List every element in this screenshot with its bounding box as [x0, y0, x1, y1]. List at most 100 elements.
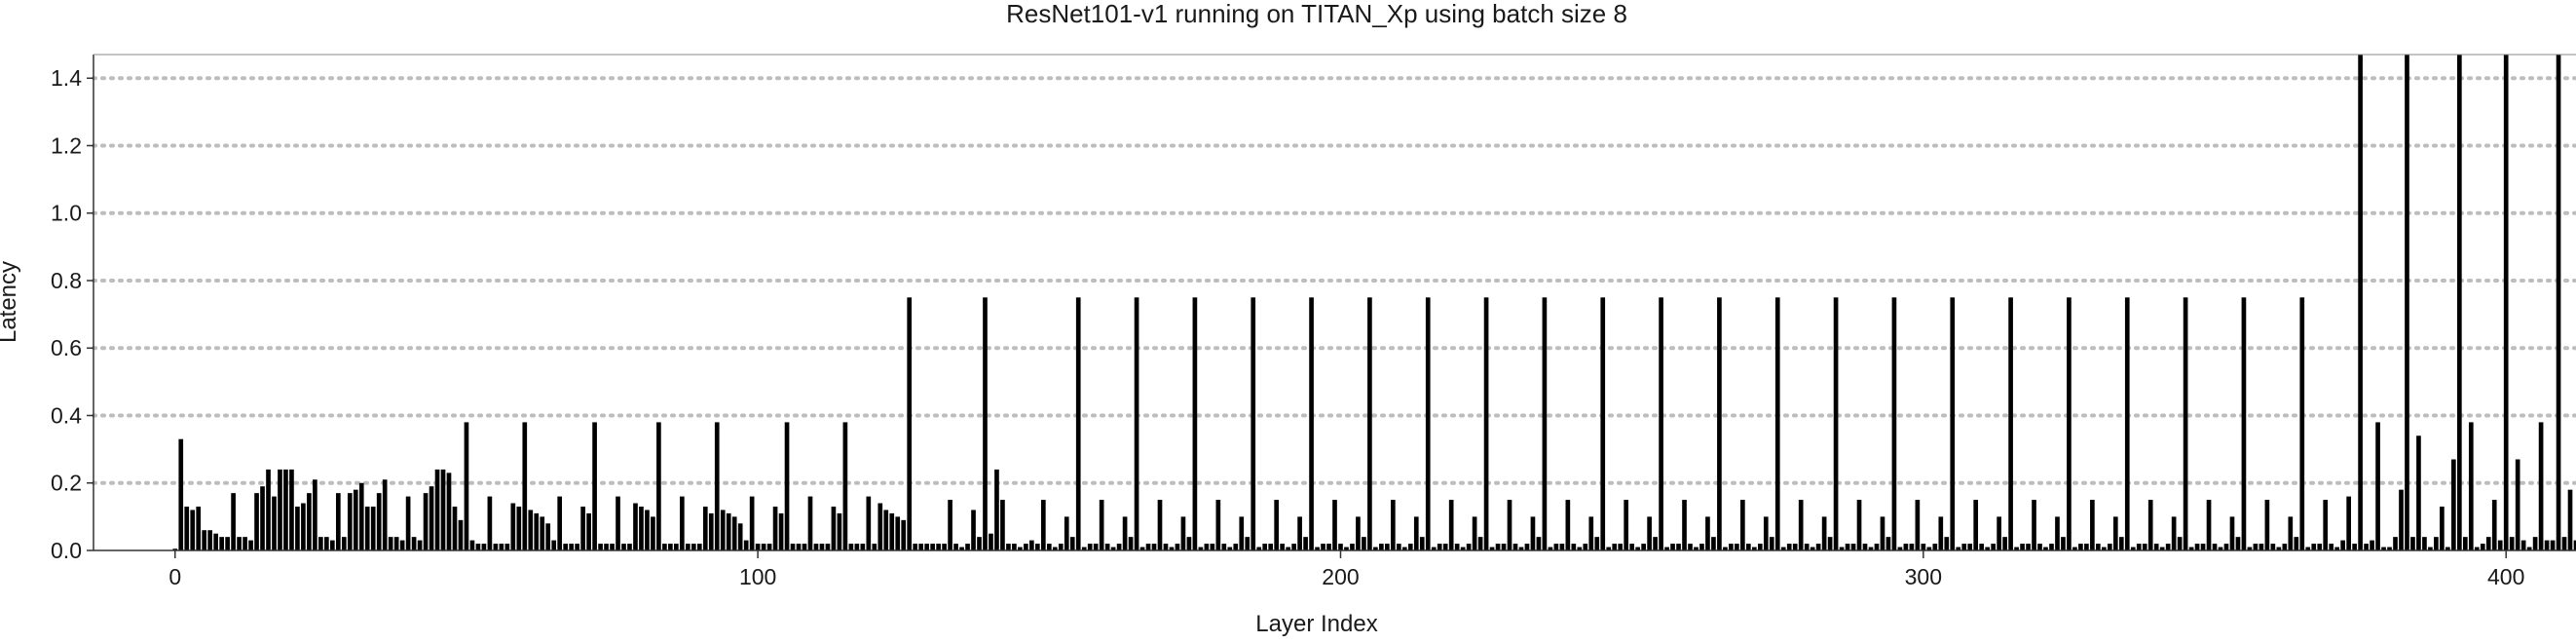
bar — [1979, 544, 1985, 550]
y-tick-label: 1.2 — [51, 132, 82, 158]
bar — [2165, 544, 2171, 550]
bar — [2340, 540, 2345, 550]
y-axis-label: Latency — [0, 261, 21, 343]
bar — [971, 510, 976, 550]
bar — [1909, 544, 1915, 550]
bar — [2002, 537, 2007, 550]
bar — [2550, 540, 2556, 550]
bar — [388, 537, 393, 550]
bar — [1356, 516, 1361, 550]
bar — [651, 516, 655, 550]
bar — [1210, 544, 1215, 550]
bar — [918, 544, 923, 550]
bar — [1139, 547, 1145, 550]
bar — [2440, 506, 2445, 550]
bar — [1885, 537, 1891, 550]
bar — [446, 473, 452, 550]
bar — [248, 540, 253, 550]
bar — [2497, 540, 2503, 550]
bar — [1483, 297, 1489, 550]
bar — [1967, 544, 1973, 550]
bar — [586, 512, 591, 550]
bar — [557, 496, 563, 550]
bar — [1437, 544, 1442, 550]
bar — [2061, 537, 2066, 550]
bar — [1134, 297, 1139, 550]
bar — [685, 544, 691, 550]
bar — [2346, 496, 2351, 550]
bar — [364, 506, 370, 550]
bar — [1542, 297, 1548, 550]
bar — [2410, 537, 2415, 550]
bar — [1821, 516, 1827, 550]
bar — [1897, 547, 1903, 550]
bar — [1280, 544, 1285, 550]
bar — [1413, 516, 1419, 550]
bar — [1659, 297, 1663, 550]
bar — [510, 503, 516, 550]
bar — [2445, 547, 2450, 550]
bar — [417, 540, 423, 550]
bar — [1344, 547, 1349, 550]
y-tick-label: 1.4 — [51, 65, 82, 91]
bar — [2188, 547, 2194, 550]
bar — [819, 544, 825, 550]
bar — [1425, 297, 1431, 550]
bar — [983, 297, 988, 550]
bar — [1192, 297, 1198, 550]
bar — [2434, 537, 2439, 550]
bar — [2480, 544, 2485, 550]
bar — [1501, 544, 1507, 550]
bar — [708, 512, 714, 550]
bar — [2049, 544, 2054, 550]
bar — [429, 486, 434, 550]
bar — [2212, 544, 2218, 550]
bar — [1256, 547, 1262, 550]
bar — [936, 544, 941, 550]
chart-title: ResNet101-v1 running on TITAN_Xp using b… — [1006, 0, 1627, 28]
bar — [534, 512, 540, 550]
bar — [1723, 547, 1728, 550]
bar — [2503, 55, 2509, 550]
bar — [1705, 516, 1710, 550]
bar — [1997, 516, 2001, 550]
bar — [376, 493, 382, 550]
bar — [2107, 544, 2112, 550]
bar — [1040, 500, 1046, 550]
bar — [1553, 544, 1559, 550]
bar — [1751, 547, 1757, 550]
bar — [1559, 544, 1565, 550]
bar — [1297, 516, 1302, 550]
bar — [802, 544, 807, 550]
bar — [731, 516, 737, 550]
bar — [1612, 544, 1618, 550]
bar — [2090, 500, 2095, 550]
bar — [616, 496, 620, 550]
bar — [1588, 516, 1594, 550]
bar — [907, 297, 913, 550]
bar — [1891, 297, 1897, 550]
bar — [353, 489, 358, 550]
bar — [2358, 55, 2363, 550]
bar — [1052, 547, 1058, 550]
bar — [1128, 537, 1134, 550]
bar — [1717, 297, 1722, 550]
bar — [1780, 547, 1786, 550]
bar — [1035, 544, 1040, 550]
bar — [953, 544, 958, 550]
bar — [766, 544, 772, 550]
bar — [1286, 547, 1290, 550]
bar — [2428, 547, 2433, 550]
bar — [1431, 547, 1437, 550]
bar — [1763, 516, 1769, 550]
bar — [243, 537, 247, 550]
bar — [2305, 547, 2311, 550]
bar — [772, 506, 778, 550]
bar — [1729, 544, 1734, 550]
bar — [2457, 55, 2462, 550]
bar — [1245, 537, 1251, 550]
bar — [1711, 537, 1716, 550]
bar — [1024, 544, 1028, 550]
bar — [1774, 297, 1780, 550]
bar — [610, 544, 615, 550]
